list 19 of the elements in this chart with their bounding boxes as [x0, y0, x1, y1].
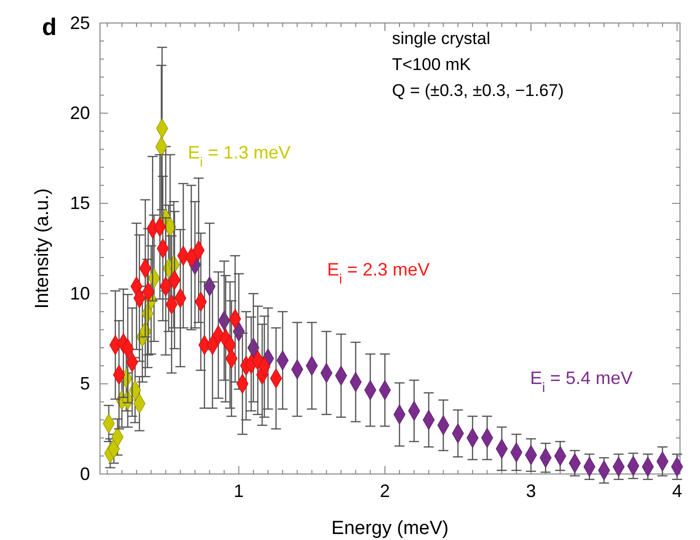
y-axis-title: Intensity (a.u.)	[32, 188, 53, 309]
annotation: T<100 mK	[392, 55, 472, 74]
text: d	[42, 14, 57, 41]
x-tick-label: 4	[672, 480, 682, 501]
series-label: E$_{i}$ = 1.3 meV	[188, 142, 290, 169]
y-tick-label: 5	[80, 374, 90, 394]
y-tick-label: 10	[70, 283, 90, 304]
text: E$_{i}$ = 2.3 meV	[327, 260, 430, 286]
x-axis-title: Energy (meV)	[331, 518, 449, 539]
y-tick-label: 25	[70, 12, 90, 33]
y-tick-label: 20	[70, 102, 90, 123]
y-tick-label: 0	[80, 464, 90, 484]
y-tick-label: 15	[70, 193, 90, 214]
text: E$_{i}$ = 5.4 meV	[530, 368, 633, 394]
x-tick-label: 1	[234, 480, 244, 501]
x-tick-label: 2	[380, 480, 390, 501]
annotation: Q = (±0.3, ±0.3, −1.67)	[392, 81, 564, 100]
x-tick-label: 3	[526, 480, 536, 501]
annotation: single crystal	[392, 29, 490, 48]
